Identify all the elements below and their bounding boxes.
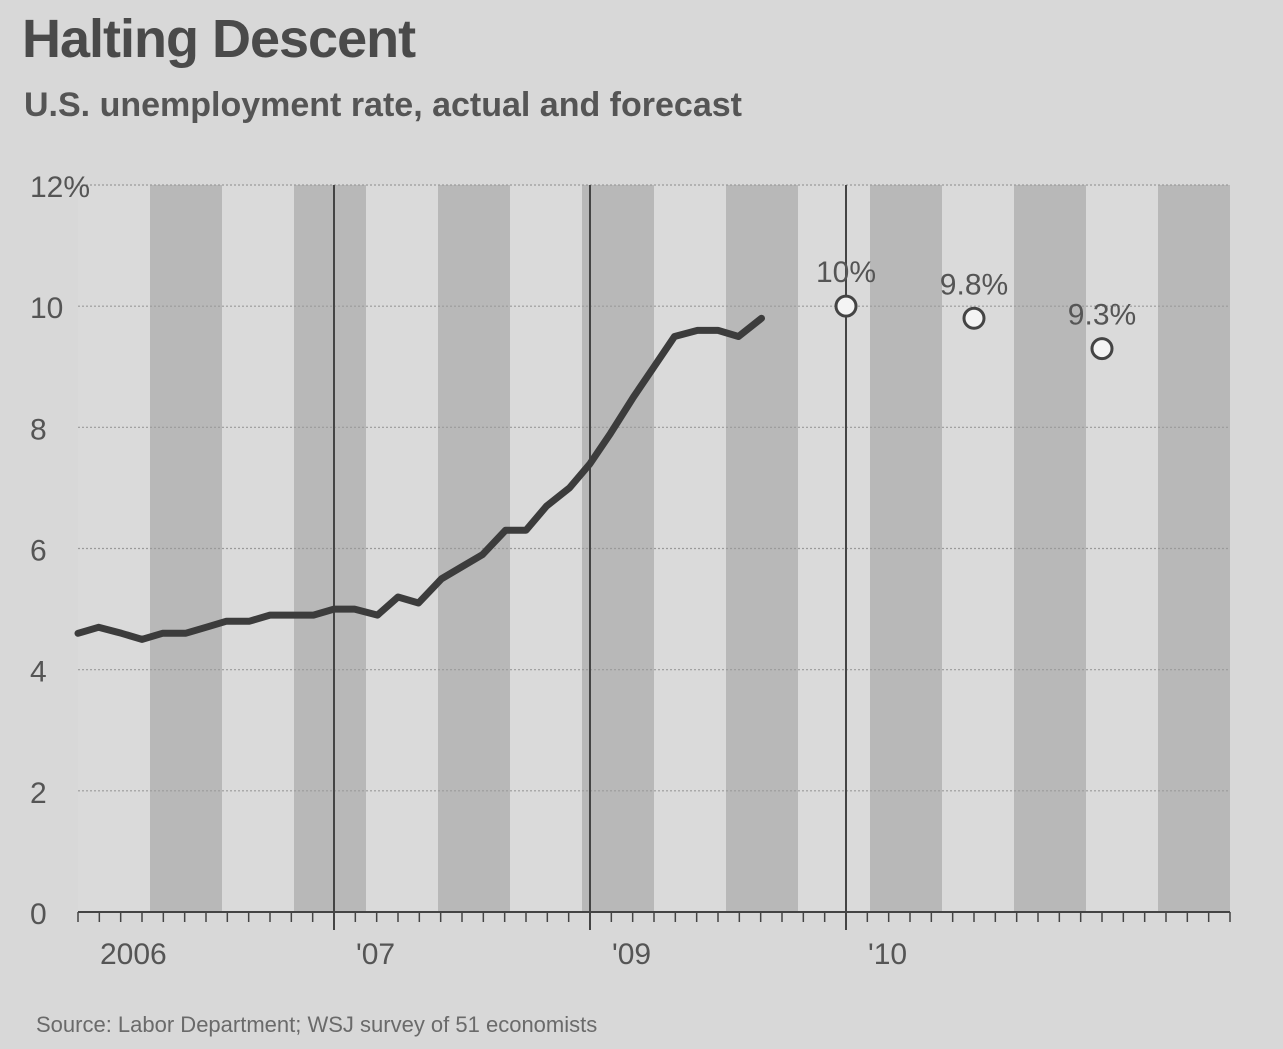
x-axis: 2006 '07 '09 '10 xyxy=(77,911,1231,971)
y-tick-label: 10 xyxy=(30,292,63,325)
chart-subtitle: U.S. unemployment rate, actual and forec… xyxy=(24,86,742,124)
y-tick-label: 6 xyxy=(30,535,47,568)
forecast-point xyxy=(834,294,858,318)
forecast-data-label: 9.8% xyxy=(940,268,1008,301)
y-tick-label: 2 xyxy=(30,777,47,810)
x-tick-label: 2006 xyxy=(100,938,167,971)
forecast-data-label: 10% xyxy=(816,256,876,289)
y-tick-label: 8 xyxy=(30,413,47,446)
forecast-point xyxy=(962,306,986,330)
y-tick-label: 0 xyxy=(30,898,47,931)
x-tick-label: '10 xyxy=(868,938,907,971)
source-note: Source: Labor Department; WSJ survey of … xyxy=(36,1012,598,1037)
y-axis: 0 2 4 6 8 10 12% xyxy=(30,171,90,931)
x-tick-label: '09 xyxy=(612,938,651,971)
forecast-data-label: 9.3% xyxy=(1068,299,1136,332)
chart-title: Halting Descent xyxy=(22,9,416,69)
plot-area: 10% 9.8% 9.3% xyxy=(74,256,1136,643)
x-tick-label: '07 xyxy=(356,938,395,971)
actual-rate-line xyxy=(74,314,765,643)
forecast-point xyxy=(1090,337,1114,361)
y-tick-label: 4 xyxy=(30,656,47,689)
y-tick-label: 12% xyxy=(30,171,90,204)
